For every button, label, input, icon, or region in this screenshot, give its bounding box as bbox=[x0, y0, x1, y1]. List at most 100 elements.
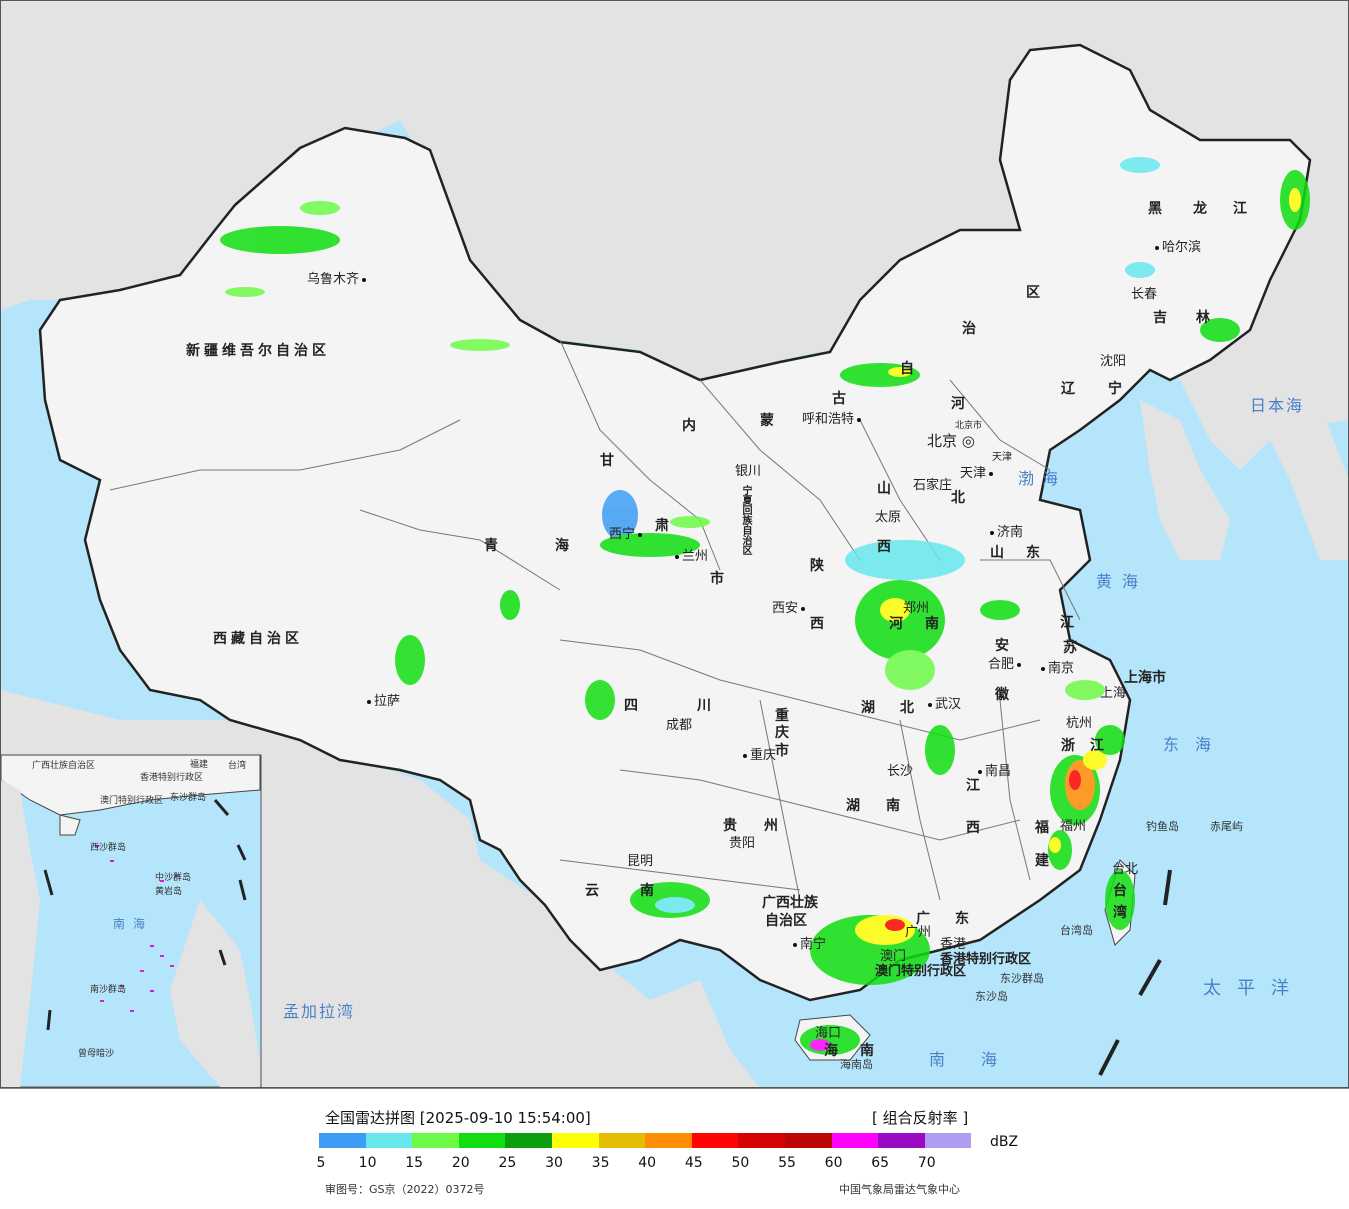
radar-echoes bbox=[220, 157, 1310, 1055]
province-label-anhui-2: 徽 bbox=[995, 687, 1011, 703]
city-shenyang: 沈阳 bbox=[1100, 354, 1127, 369]
scale-tick-label: 35 bbox=[591, 1155, 610, 1171]
color-swatch bbox=[365, 1133, 413, 1148]
city-jinan: 济南 bbox=[987, 521, 1023, 540]
color-swatch bbox=[645, 1133, 692, 1148]
island-diaoyu: 钓鱼岛 bbox=[1146, 820, 1179, 833]
province-label-heilongjiang-1: 黑 bbox=[1148, 201, 1164, 217]
city-chongqing: 重庆 bbox=[740, 744, 776, 763]
province-label-jiangxi-1: 江 bbox=[966, 778, 982, 794]
legend-title: 全国雷达拼图 [2025-09-10 15:54:00] bbox=[325, 1109, 591, 1127]
city-taiyuan: 太原 bbox=[875, 510, 902, 525]
city-wuhan: 武汉 bbox=[925, 693, 961, 712]
city-nanning: 南宁 bbox=[790, 933, 826, 952]
color-swatch bbox=[784, 1133, 832, 1148]
color-scale-bar bbox=[319, 1133, 972, 1148]
province-label-yunnan-1: 云 bbox=[585, 883, 601, 899]
city-shanghai: 上海 bbox=[1100, 686, 1127, 701]
inset-nansha: 南沙群岛 bbox=[90, 985, 127, 995]
province-label-gansu-1: 甘 bbox=[600, 453, 616, 469]
province-label-qinghai-1: 青 bbox=[484, 538, 500, 554]
city-lanzhou: 兰州 bbox=[672, 545, 708, 564]
approval-number: 审图号：GS京（2022）0372号 bbox=[325, 1183, 485, 1196]
province-label-neimenggu-3: 古 bbox=[832, 391, 848, 407]
province-label-guangdong-1: 广 bbox=[916, 911, 932, 927]
province-label-jiangsu-1: 江 bbox=[1060, 615, 1076, 631]
inset-zhongsha: 中沙群岛 bbox=[155, 873, 192, 883]
label-hongkong-sar: 香港特别行政区 bbox=[940, 952, 1032, 967]
province-label-guizhou-2: 州 bbox=[764, 818, 780, 834]
city-fuzhou: 福州 bbox=[1060, 819, 1087, 834]
city-macau: 澳门 bbox=[880, 949, 907, 964]
color-swatch bbox=[598, 1133, 646, 1148]
province-label-gansu-2: 肃 bbox=[655, 518, 671, 534]
color-swatch bbox=[738, 1133, 785, 1148]
province-label-shanxi-1: 山 bbox=[877, 481, 893, 497]
data-source: 中国气象局雷达气象中心 bbox=[839, 1183, 960, 1196]
province-label-sichuan-1: 四 bbox=[624, 698, 640, 714]
province-label-shandong-2: 东 bbox=[1026, 545, 1042, 561]
province-label-guangxi-1: 广西壮族 bbox=[762, 895, 818, 911]
color-swatch bbox=[551, 1133, 599, 1148]
province-label-heilongjiang-2: 龙 bbox=[1193, 201, 1209, 217]
city-haikou: 海口 bbox=[815, 1026, 842, 1041]
province-label-hubei-2: 北 bbox=[900, 700, 916, 716]
city-nanjing: 南京 bbox=[1038, 657, 1074, 676]
sea-label-east: 东海 bbox=[1163, 735, 1228, 754]
city-hefei: 合肥 bbox=[988, 653, 1024, 672]
sea-label-yellow: 黄海 bbox=[1096, 572, 1149, 591]
scale-tick-label: 70 bbox=[917, 1155, 936, 1171]
province-label-heilongjiang-3: 江 bbox=[1233, 201, 1249, 217]
city-xian: 西安 bbox=[772, 597, 808, 616]
inset-hongkong: 香港特别行政区 bbox=[140, 773, 204, 783]
radar-map[interactable]: 新疆维吾尔自治区 西藏自治区 青 海 甘 肃 内 蒙 古 自 治 区 黑 龙 江… bbox=[0, 0, 1349, 1088]
scale-tick-label: 65 bbox=[871, 1155, 890, 1171]
scale-tick-label: 10 bbox=[358, 1155, 377, 1171]
scale-tick-label: 40 bbox=[638, 1155, 657, 1171]
scale-tick-label: 5 bbox=[316, 1155, 326, 1171]
scale-tick-label: 55 bbox=[778, 1155, 796, 1171]
inset-zengmu: 曾母暗沙 bbox=[78, 1049, 115, 1059]
province-label-hainan-2: 南 bbox=[860, 1043, 876, 1059]
sea-label-bengal: 孟加拉湾 bbox=[283, 1002, 356, 1021]
city-changsha: 长沙 bbox=[887, 764, 914, 779]
sea-label-south: 南海 bbox=[929, 1050, 1034, 1069]
province-label-zhejiang-1: 浙 bbox=[1061, 738, 1077, 754]
inset-south-sea: 南海 bbox=[113, 917, 154, 931]
province-label-gansu-shi: 市 bbox=[710, 571, 726, 587]
south-china-sea-inset bbox=[0, 754, 262, 1088]
sea-label-pacific: 太平洋 bbox=[1203, 978, 1305, 999]
province-label-zhejiang-2: 江 bbox=[1090, 738, 1106, 754]
label-tianjin-shi: 天津 bbox=[992, 452, 1012, 463]
city-yinchuan: 银川 bbox=[735, 464, 762, 479]
province-label-jilin-2: 林 bbox=[1196, 310, 1212, 326]
label-macau-sar: 澳门特别行政区 bbox=[875, 964, 967, 979]
city-kunming: 昆明 bbox=[627, 854, 654, 869]
province-label-shaanxi-1: 陕 bbox=[810, 558, 826, 574]
province-label-sichuan-2: 川 bbox=[697, 698, 713, 714]
province-label-chongqing-1: 重 bbox=[775, 708, 791, 724]
province-label-qinghai-2: 海 bbox=[555, 538, 571, 554]
scale-tick-label: 50 bbox=[731, 1155, 750, 1171]
city-guiyang: 贵阳 bbox=[729, 836, 756, 851]
scale-tick-label: 60 bbox=[824, 1155, 843, 1171]
city-zhengzhou: 郑州 bbox=[903, 601, 930, 616]
province-label-xizang: 西藏自治区 bbox=[213, 631, 303, 647]
province-label-hebei-1: 河 bbox=[951, 396, 967, 412]
province-boundaries bbox=[109, 339, 1081, 901]
province-label-hainan-1: 海 bbox=[824, 1043, 840, 1059]
province-label-guangxi-2: 自治区 bbox=[765, 913, 807, 929]
color-swatch bbox=[319, 1133, 366, 1148]
scale-tick-label: 15 bbox=[405, 1155, 424, 1171]
inset-xisha: 西沙群岛 bbox=[90, 843, 127, 853]
province-label-fujian-2: 建 bbox=[1035, 853, 1051, 869]
island-taiwan: 台湾岛 bbox=[1060, 924, 1093, 937]
province-label-chongqing-3: 市 bbox=[775, 743, 791, 759]
city-guangzhou: 广州 bbox=[905, 925, 932, 940]
province-label-neimenggu-1: 内 bbox=[682, 418, 698, 434]
province-label-neimenggu-4: 自 bbox=[900, 361, 916, 377]
inset-taiwan: 台湾 bbox=[228, 761, 247, 771]
city-taipei: 台北 bbox=[1112, 862, 1139, 877]
color-swatch bbox=[691, 1133, 739, 1148]
island-chiwei: 赤尾屿 bbox=[1210, 820, 1243, 833]
